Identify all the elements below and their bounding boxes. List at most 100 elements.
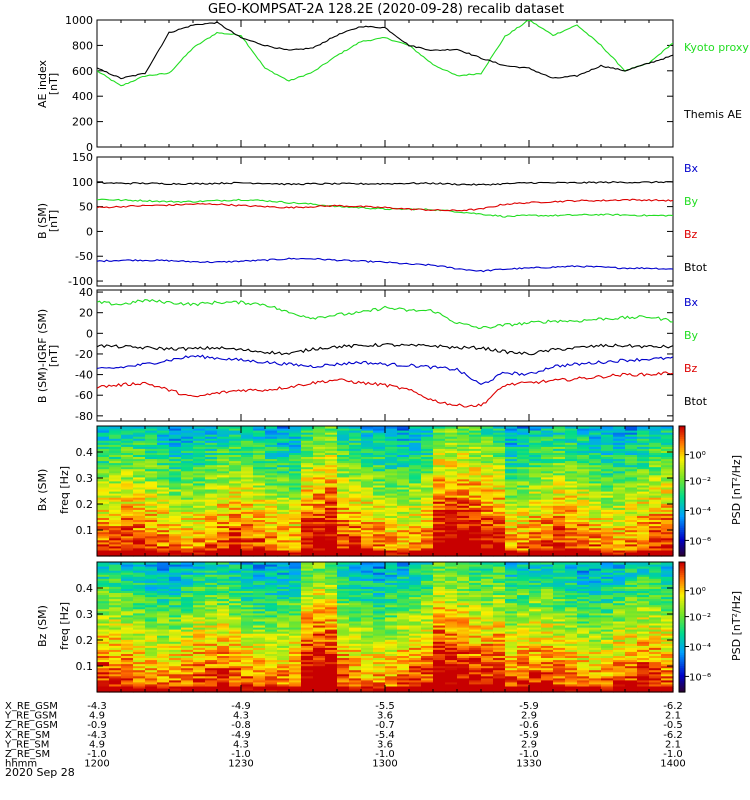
- spec_bz-cell: [145, 590, 158, 593]
- spec_bz-cell: [253, 564, 266, 567]
- spec_bx-cell: [301, 499, 314, 502]
- spec_bx-cell: [205, 515, 218, 518]
- spec_bx-cell: [577, 482, 590, 486]
- spec_bx-cell: [601, 444, 614, 447]
- spec_bx-cell: [409, 452, 422, 455]
- spec_bx-cell: [325, 432, 338, 435]
- spec_bx-cell: [133, 505, 146, 508]
- spec_bz-cell: [133, 612, 146, 616]
- spec_bz-cell: [265, 602, 278, 606]
- spec_bz-cell: [277, 594, 290, 598]
- spec_bx-cell: [637, 517, 650, 520]
- spec_bx-cell: [253, 482, 266, 486]
- spec_bx-cell: [121, 442, 134, 445]
- spec_bx-cell: [145, 535, 158, 539]
- spec_bx-cell: [145, 501, 158, 504]
- spec_bx-cell: [109, 428, 122, 431]
- spec_bz-cell: [361, 576, 374, 579]
- spec_bx-cell: [97, 554, 110, 557]
- spec_bx-cell: [337, 541, 350, 545]
- spec_bz-cell: [145, 665, 158, 669]
- spec_bx-cell: [145, 458, 158, 462]
- spec_bx-cell: [205, 527, 218, 531]
- spec_bx-cell: [301, 426, 314, 429]
- spec_bx-cell: [277, 491, 290, 494]
- spec_bz-cell: [265, 582, 278, 585]
- spec_bx-cell: [337, 436, 350, 439]
- spec_bz-cell: [241, 586, 254, 589]
- spec_bx-cell: [577, 537, 590, 541]
- spec_bx-cell: [349, 472, 362, 476]
- spec_bx-colorbar-step: [679, 514, 685, 518]
- spec_bx-cell: [181, 491, 194, 494]
- spec_bx-cell: [409, 430, 422, 433]
- spec_bx-cell: [229, 549, 242, 553]
- spec_bz-cell: [337, 637, 350, 640]
- spec_bx-cell: [133, 484, 146, 488]
- spec_bx-colorbar-step: [679, 447, 685, 451]
- spec_bz-cell: [181, 690, 194, 693]
- spec_bz-cell: [241, 651, 254, 654]
- spec_bx-cell: [493, 448, 506, 451]
- spec_bx-cell: [217, 549, 230, 553]
- spec_bx-cell: [529, 442, 542, 445]
- spec_bx-cell: [97, 444, 110, 447]
- spec_bx-cell: [217, 448, 230, 451]
- spec_bz-cell: [193, 625, 206, 628]
- spec_bz-cell: [157, 679, 170, 683]
- spec_bx-cell: [385, 525, 398, 529]
- spec_bz-cell: [373, 655, 386, 658]
- spec_bx-cell: [217, 458, 230, 462]
- spec_bx-cell: [121, 468, 134, 472]
- spec_bx-cell: [589, 551, 602, 555]
- spec_bz-cell: [289, 600, 302, 604]
- spec_bx-cell: [265, 521, 278, 525]
- spec_bx-cell: [397, 442, 410, 445]
- spec_bz-cell: [157, 574, 170, 577]
- spec_bz-cell: [193, 562, 206, 565]
- spec_bx-cell: [589, 468, 602, 472]
- spec_bx-cell: [361, 464, 374, 468]
- spec_bx-cell: [565, 480, 578, 484]
- spec_bx-cell: [493, 434, 506, 437]
- spec_bx-cell: [541, 476, 554, 480]
- spec_bx-cell: [661, 495, 674, 498]
- spec_bz-cell: [301, 566, 314, 569]
- ae-ytick-label: 800: [72, 39, 93, 52]
- spec_bx-cell: [301, 539, 314, 543]
- spec_bx-cell: [277, 493, 290, 496]
- spec_bx-cell: [349, 460, 362, 464]
- spec_bx-cell: [649, 434, 662, 437]
- spec_bz-cell: [181, 687, 194, 691]
- spec_bx-cell: [409, 480, 422, 484]
- spec_bz-cell: [373, 637, 386, 640]
- spec_bz-cell: [301, 681, 314, 685]
- spec_bx-cell: [301, 468, 314, 472]
- spec_bz-cell: [229, 683, 242, 687]
- spec_bx-cell: [205, 482, 218, 486]
- spec_bx-cell: [157, 462, 170, 466]
- spec_bz-cell: [133, 602, 146, 606]
- spec_bx-cell: [217, 545, 230, 549]
- spec_bz-cell: [133, 631, 146, 634]
- spec_bx-cell: [421, 476, 434, 480]
- spec_bz-cell: [277, 665, 290, 669]
- spec_bx-cell: [181, 523, 194, 527]
- spec_bx-cell: [601, 430, 614, 433]
- spec_bx-cell: [373, 503, 386, 506]
- spec_bz-cell: [157, 610, 170, 614]
- spec_bx-cell: [289, 446, 302, 449]
- spec_bz-cell: [181, 679, 194, 683]
- spec_bx-cell: [577, 491, 590, 494]
- spec_bz-cell: [217, 600, 230, 604]
- spec_bx-cell: [205, 426, 218, 429]
- spec_bz-cell: [313, 568, 326, 571]
- spec_bx-cell: [121, 446, 134, 449]
- spec_bx-cell: [373, 539, 386, 543]
- spec_bx-cell: [577, 480, 590, 484]
- spec_bz-cell: [337, 631, 350, 634]
- spec_bx-cell: [109, 499, 122, 502]
- spec_bz-cell: [217, 683, 230, 687]
- spec_bx-cell: [481, 440, 494, 443]
- spec_bx-cell: [373, 478, 386, 482]
